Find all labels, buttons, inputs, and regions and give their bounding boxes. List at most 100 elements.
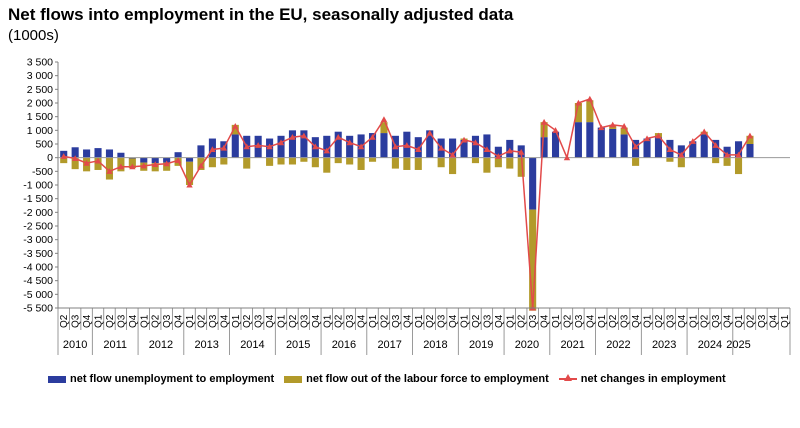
- marker-net-changes: [426, 129, 433, 136]
- x-tick-label-quarter: Q2: [562, 314, 573, 328]
- marker-net-changes: [220, 144, 228, 151]
- bar-unemployment: [677, 145, 685, 158]
- chart-title: Net flows into employment in the EU, sea…: [8, 5, 514, 24]
- bar-unemployment: [620, 134, 628, 158]
- x-tick-label-quarter: Q3: [620, 314, 631, 328]
- x-tick-label-quarter: Q3: [757, 314, 768, 328]
- legend-swatch-labour-force: [284, 375, 303, 383]
- x-tick-label-quarter: Q3: [665, 314, 676, 328]
- marker-net-changes: [735, 151, 742, 158]
- bar-unemployment: [300, 130, 308, 158]
- x-tick-label-quarter: Q3: [391, 314, 402, 328]
- bar-labour-force: [334, 157, 342, 164]
- y-tick-label: 3 500: [27, 57, 53, 69]
- x-tick-label-quarter: Q3: [345, 314, 356, 328]
- bar-labour-force: [357, 157, 365, 170]
- bar-labour-force: [677, 157, 685, 168]
- marker-net-changes: [117, 163, 125, 170]
- bar-unemployment: [712, 139, 720, 158]
- bar-labour-force: [574, 103, 582, 123]
- x-tick-label-quarter: Q4: [494, 314, 505, 328]
- y-tick-label: -4 000: [23, 262, 53, 274]
- x-tick-label-year: 2010: [63, 339, 87, 351]
- bar-unemployment: [586, 122, 594, 158]
- y-tick-label: -1 000: [23, 180, 53, 192]
- x-tick-label-quarter: Q3: [528, 314, 539, 328]
- bar-labour-force: [311, 157, 319, 168]
- x-tick-label-quarter: Q3: [208, 314, 219, 328]
- x-tick-label-quarter: Q4: [677, 314, 688, 328]
- bar-labour-force: [529, 209, 537, 311]
- x-tick-label-quarter: Q1: [505, 314, 516, 328]
- x-tick-label-quarter: Q2: [425, 314, 436, 328]
- bar-unemployment: [734, 141, 743, 158]
- legend-swatch-unemployment: [48, 375, 66, 383]
- marker-net-changes: [586, 95, 594, 102]
- bar-unemployment: [460, 139, 468, 158]
- bar-unemployment: [483, 134, 491, 158]
- x-tick-label-quarter: Q4: [311, 314, 322, 328]
- bar-unemployment: [746, 144, 754, 158]
- bar-unemployment: [346, 135, 354, 158]
- x-tick-label-quarter: Q4: [723, 314, 734, 328]
- legend-item-net-changes: net changes in employment: [558, 373, 726, 385]
- marker-net-changes: [106, 168, 113, 174]
- marker-net-changes: [60, 153, 67, 159]
- bar-labour-force: [300, 157, 308, 162]
- marker-net-changes: [209, 146, 216, 153]
- bar-labour-force: [620, 127, 628, 135]
- bar-labour-force: [323, 157, 331, 173]
- bar-labour-force: [151, 163, 159, 172]
- x-tick-label-year: 2015: [286, 339, 310, 351]
- y-tick-label: -3 500: [23, 248, 53, 260]
- x-tick-label-quarter: Q4: [82, 314, 93, 328]
- x-tick-label-quarter: Q4: [128, 314, 139, 328]
- legend-item-unemployment: net flow unemployment to employment: [48, 373, 274, 385]
- bar-labour-force: [666, 157, 674, 162]
- bar-unemployment: [288, 130, 297, 158]
- bar-labour-force: [185, 161, 194, 185]
- bar-labour-force: [414, 157, 422, 170]
- marker-net-changes: [643, 135, 651, 142]
- y-tick-label: -1 500: [23, 193, 53, 205]
- x-tick-label-quarter: Q1: [597, 314, 608, 328]
- x-tick-label-quarter: Q2: [105, 314, 116, 328]
- bar-unemployment: [654, 137, 663, 158]
- y-tick-label: 1 000: [27, 125, 53, 137]
- marker-net-changes: [632, 143, 639, 150]
- bar-labour-force: [437, 157, 445, 168]
- bar-unemployment: [529, 157, 537, 210]
- marker-net-changes: [277, 139, 285, 146]
- x-tick-label-quarter: Q1: [368, 314, 379, 328]
- marker-net-changes: [472, 139, 479, 146]
- marker-net-changes: [460, 136, 468, 143]
- marker-net-changes: [369, 133, 376, 140]
- marker-net-changes: [357, 143, 365, 150]
- bar-labour-force: [346, 157, 354, 165]
- marker-net-changes: [346, 139, 353, 146]
- bar-labour-force: [128, 158, 136, 169]
- marker-net-changes: [712, 142, 719, 148]
- bar-labour-force: [483, 157, 491, 173]
- bar-unemployment: [368, 133, 377, 158]
- legend-label-labour-force: net flow out of the labour force to empl…: [306, 373, 549, 385]
- marker-net-changes: [129, 163, 136, 170]
- marker-net-changes: [552, 127, 559, 133]
- x-tick-label-quarter: Q2: [471, 314, 482, 328]
- legend-label-unemployment: net flow unemployment to employment: [70, 373, 275, 385]
- x-tick-label-year: 2013: [194, 339, 218, 351]
- bar-unemployment: [540, 137, 548, 158]
- bar-labour-force: [403, 157, 411, 170]
- x-tick-label-quarter: Q1: [551, 314, 562, 328]
- bar-unemployment: [197, 145, 205, 158]
- y-tick-label: 500: [35, 139, 53, 151]
- marker-net-changes: [437, 144, 445, 151]
- bar-unemployment: [574, 122, 582, 158]
- bar-unemployment: [277, 135, 285, 158]
- line-net-changes: [63, 97, 751, 309]
- y-tick-label: -2 000: [23, 207, 53, 219]
- bar-labour-force: [277, 157, 285, 165]
- bar-unemployment: [551, 131, 560, 158]
- x-tick-label-quarter: Q4: [265, 314, 276, 328]
